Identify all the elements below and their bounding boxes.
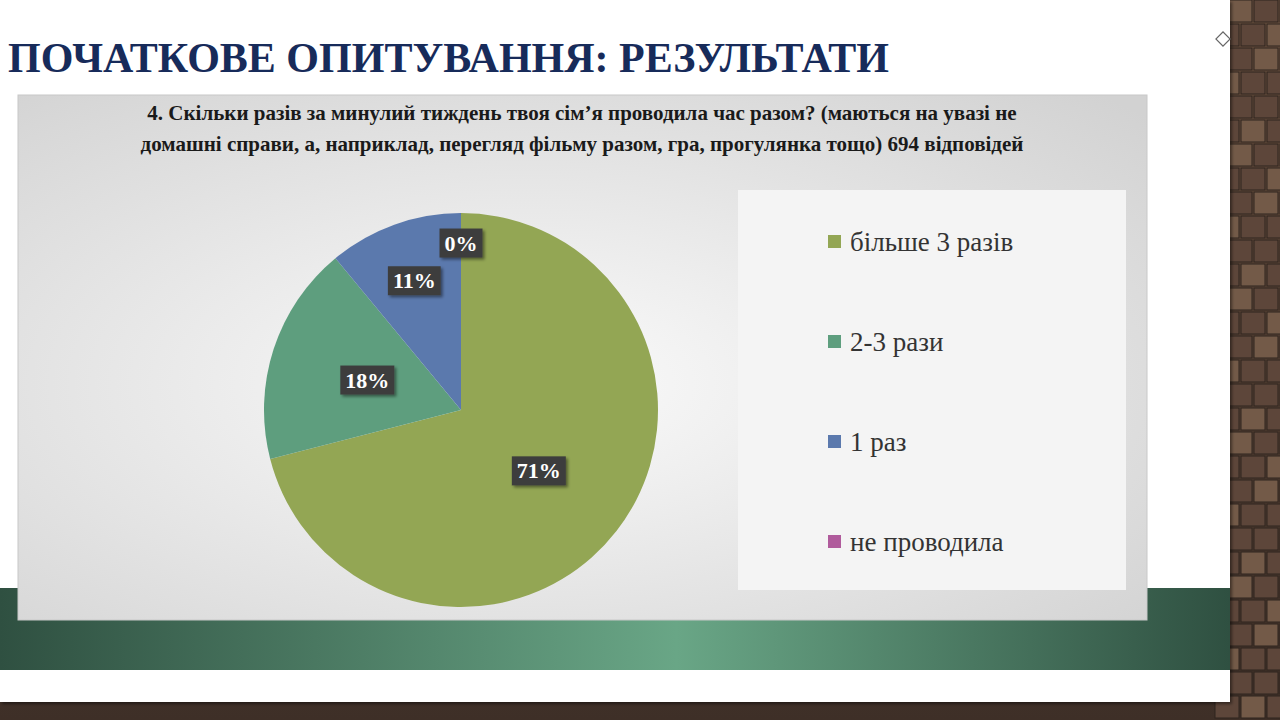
brick bbox=[1228, 576, 1252, 598]
brick bbox=[1254, 192, 1278, 214]
data-label-text: 71% bbox=[517, 458, 561, 483]
brick bbox=[1267, 360, 1280, 382]
brick bbox=[1241, 312, 1265, 334]
brick bbox=[1254, 288, 1278, 310]
brick bbox=[1267, 600, 1280, 622]
brick bbox=[1228, 240, 1252, 262]
legend-swatch bbox=[828, 435, 841, 448]
data-label-box bbox=[340, 366, 394, 395]
brick bbox=[1241, 456, 1265, 478]
brick bbox=[1228, 384, 1252, 406]
brick bbox=[1228, 48, 1252, 70]
brick bbox=[1254, 384, 1278, 406]
pie bbox=[264, 213, 658, 607]
brick bbox=[1267, 456, 1280, 478]
brick bbox=[1228, 288, 1252, 310]
brick bbox=[1228, 0, 1252, 22]
brick bbox=[1254, 48, 1278, 70]
brick bbox=[1267, 264, 1280, 286]
brick bbox=[1241, 504, 1265, 526]
brick bbox=[1254, 96, 1278, 118]
brick bbox=[1267, 216, 1280, 238]
slide-title: ПОЧАТКОВЕ ОПИТУВАННЯ: РЕЗУЛЬТАТИ bbox=[8, 35, 889, 81]
brick bbox=[1228, 144, 1252, 166]
brick bbox=[1228, 480, 1252, 502]
brick bbox=[1228, 96, 1252, 118]
brick bbox=[1267, 504, 1280, 526]
brick bbox=[1241, 168, 1265, 190]
data-label: 0% bbox=[440, 229, 483, 258]
data-label-text: 11% bbox=[393, 268, 436, 293]
slide-ornament bbox=[1216, 32, 1230, 46]
data-label-box bbox=[440, 229, 483, 258]
brick bbox=[1254, 528, 1278, 550]
brick bbox=[1228, 336, 1252, 358]
brick bbox=[1228, 432, 1252, 454]
legend-box bbox=[738, 190, 1126, 590]
brick bbox=[1254, 576, 1278, 598]
brick bbox=[1267, 408, 1280, 430]
brick bbox=[1241, 120, 1265, 142]
brick bbox=[1254, 336, 1278, 358]
brick bbox=[1241, 24, 1265, 46]
brick bbox=[1241, 408, 1265, 430]
legend-label: 1 раз bbox=[850, 427, 906, 457]
legend-swatch bbox=[828, 335, 841, 348]
brick bbox=[1267, 168, 1280, 190]
data-label-box bbox=[512, 456, 566, 485]
brick bbox=[1241, 600, 1265, 622]
brick bbox=[1228, 192, 1252, 214]
brick bbox=[1267, 120, 1280, 142]
legend-label: більше 3 разів bbox=[850, 227, 1013, 257]
brick bbox=[1228, 528, 1252, 550]
legend: більше 3 разів 2-3 рази 1 раз не проводила bbox=[738, 190, 1126, 590]
brick bbox=[1228, 672, 1252, 694]
brick bbox=[1254, 672, 1278, 694]
chart-area bbox=[18, 95, 1147, 620]
brick bbox=[1267, 312, 1280, 334]
brick bbox=[1267, 696, 1280, 718]
brick bbox=[1241, 72, 1265, 94]
brick bbox=[1241, 360, 1265, 382]
brick bbox=[1254, 144, 1278, 166]
chart-title: 4. Скільки разів за минулий тиждень твоя… bbox=[137, 98, 1027, 160]
brick bbox=[1267, 24, 1280, 46]
data-label: 71% bbox=[512, 456, 566, 485]
brick bbox=[1267, 552, 1280, 574]
brick bbox=[1254, 624, 1278, 646]
legend-swatch bbox=[828, 535, 841, 548]
brick bbox=[1241, 648, 1265, 670]
legend-label: 2-3 рази bbox=[850, 327, 943, 357]
brick bbox=[1241, 216, 1265, 238]
brick bbox=[1254, 0, 1278, 22]
data-label: 18% bbox=[340, 366, 394, 395]
slide bbox=[0, 0, 1230, 702]
data-labels: 71% 18% 11% 0% bbox=[340, 229, 566, 486]
legend-label: не проводила bbox=[850, 527, 1004, 557]
brick bbox=[1254, 240, 1278, 262]
data-label-box bbox=[388, 266, 441, 295]
data-label-text: 18% bbox=[345, 368, 389, 393]
data-label-text: 0% bbox=[445, 231, 478, 256]
brick bbox=[1241, 552, 1265, 574]
brick bbox=[1241, 696, 1265, 718]
legend-swatch bbox=[828, 235, 841, 248]
brick bbox=[1267, 72, 1280, 94]
data-label: 11% bbox=[388, 266, 441, 295]
background bbox=[0, 0, 1280, 720]
brick bbox=[1241, 264, 1265, 286]
brick bbox=[1228, 624, 1252, 646]
brick bbox=[1267, 648, 1280, 670]
brick bbox=[1254, 432, 1278, 454]
brick bbox=[1254, 480, 1278, 502]
